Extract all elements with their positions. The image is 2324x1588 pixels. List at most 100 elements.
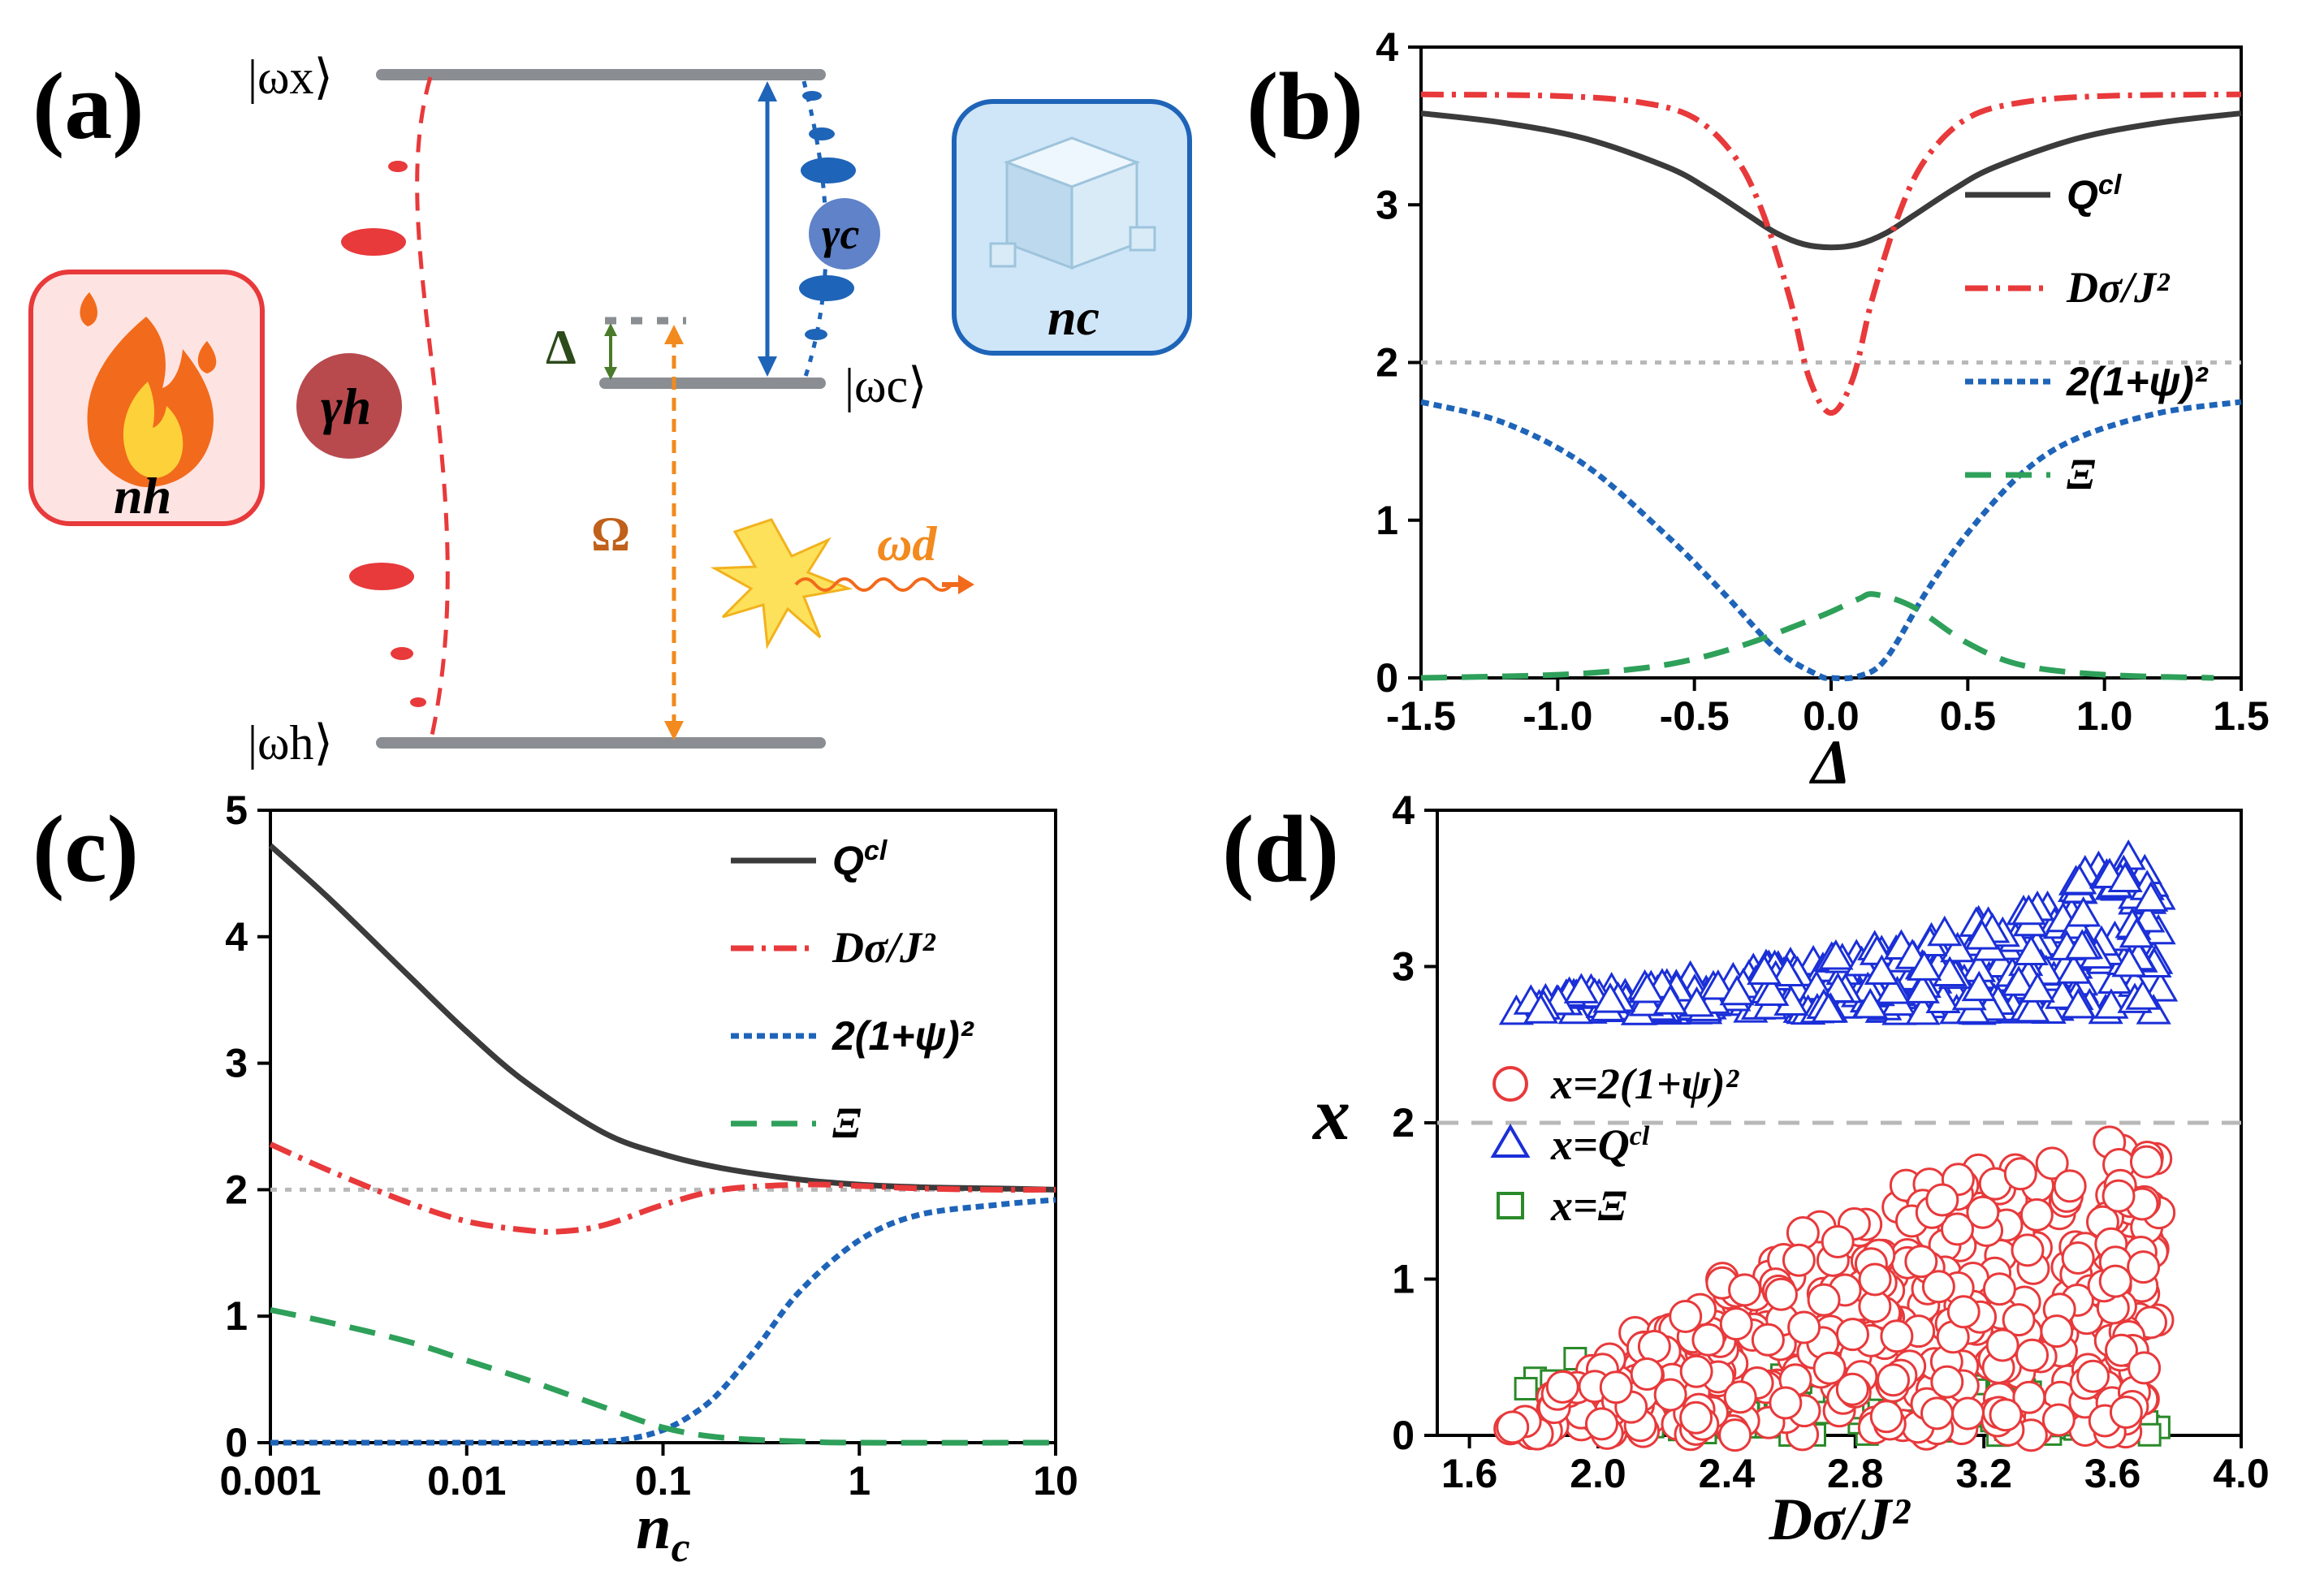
scatter-triangle (1927, 915, 1963, 947)
x-tick-label: 1.5 (2213, 693, 2270, 739)
cold-wave-blob (805, 329, 827, 340)
panel-d-chart: (d) 1.6 2.0 2.4 2.8 3.2 3.6 4.0 0 1 2 3 4 x=2(1+ψ)² x… (1222, 788, 2270, 1553)
x-tick-label: 2.0 (1570, 1451, 1626, 1496)
x-tick-label: 0.5 (1940, 693, 1997, 739)
series-line (1420, 591, 2214, 681)
hot-rate-label: γh (321, 378, 371, 435)
scatter-circle (2002, 1303, 2036, 1337)
scatter-triangle (2011, 894, 2046, 926)
x-tick-label: 1 (848, 1458, 870, 1504)
x-tick-label: 0.01 (427, 1458, 506, 1504)
legend-label: Qcl (832, 835, 888, 883)
panel-label-a: (a) (32, 53, 145, 159)
y-tick-label: 4 (225, 914, 248, 960)
x-tick-label: 0.1 (635, 1458, 692, 1504)
x-tick-label: 3.2 (1955, 1451, 2012, 1496)
scatter-triangle (2107, 861, 2143, 893)
scatter-circle (2003, 1157, 2037, 1191)
scatter-circle (2015, 1338, 2050, 1372)
scatter-triangle (2133, 881, 2169, 912)
panel-label-c: (c) (32, 796, 139, 902)
scatter-circle (1787, 1310, 1821, 1344)
y-tick-label: 3 (1376, 182, 1398, 227)
scatter-circle (1812, 1351, 1847, 1385)
panel-label-b: (b) (1246, 53, 1363, 159)
scatter-circle (2127, 1250, 2161, 1284)
ice-cube-icon (989, 136, 1156, 270)
scatter-square (2137, 1422, 2162, 1447)
cold-wave-blob (809, 127, 835, 140)
scatter-circle (2104, 1333, 2138, 1367)
legend-label: Qcl (2067, 170, 2123, 218)
scatter-circle (1669, 1299, 1703, 1333)
panel-c-plot-area: 0.001 0.01 0.1 1 10 0 1 2 3 4 5 Qcl Dσ/J² 2(1+ψ)² Ξnc (219, 788, 1078, 1571)
scatter-circle (1877, 1363, 1911, 1397)
cold-wave-blob (801, 158, 856, 183)
series-line (1420, 110, 2242, 251)
scatter-circle (1966, 1195, 2000, 1229)
legend-label: 2(1+ψ)² (832, 1013, 974, 1059)
panel-a-diagram: (a) |ωx⟩ |ωc⟩ |ωh⟩ γh nh (28, 50, 1192, 770)
scatter-triangle (2062, 863, 2097, 895)
scatter-triangle (1961, 970, 1997, 1002)
arrow-head-down (604, 367, 617, 380)
scatter-circle (1764, 1277, 1798, 1311)
scatter-circle (2019, 1197, 2054, 1232)
scatter-triangle (2097, 963, 2132, 994)
series-line (1420, 399, 2242, 682)
scatter-triangle (2015, 991, 2050, 1023)
arrow-head-up (664, 325, 684, 344)
legend-label: Dσ/J² (832, 923, 936, 972)
laser-burst-icon (710, 518, 974, 649)
scatter-triangle (1818, 939, 1854, 970)
scatter-triangle (2066, 896, 2102, 927)
scatter-circle (1925, 1183, 1959, 1217)
scatter-triangle (1932, 956, 1968, 986)
x-tick-label: 4.0 (2213, 1451, 2270, 1496)
scatter-circle (1835, 1318, 1869, 1352)
scatter-triangle (1629, 973, 1665, 1003)
y-tick-label: 1 (1392, 1257, 1415, 1302)
scatter-circle (1880, 1319, 1914, 1353)
x-axis-title: Dσ/J² (1768, 1487, 1911, 1553)
y-tick-label: 0 (1392, 1413, 1415, 1458)
scatter-triangle (1940, 931, 1976, 963)
scatter-triangle (2119, 917, 2154, 948)
scatter-triangle (2064, 929, 2100, 960)
scatter-triangle (2013, 934, 2049, 965)
hot-wave-blob (349, 563, 414, 590)
scatter-triangle (1875, 973, 1911, 1004)
hot-rate-ball (296, 353, 402, 459)
scatter-triangle (1754, 975, 1790, 1007)
x-tick-label: 3.6 (2084, 1451, 2141, 1496)
y-tick-label: 1 (1376, 498, 1398, 543)
scatter-circle (2098, 1264, 2132, 1298)
y-tick-label: 4 (1392, 788, 1415, 833)
x-tick-label: 2.8 (1827, 1451, 1884, 1496)
scatter-triangle (2019, 972, 2055, 1003)
scatter-triangle (1719, 974, 1755, 1006)
arrow-head-up (604, 323, 617, 336)
hot-wave-blob (410, 697, 426, 707)
y-tick-label: 0 (225, 1420, 248, 1465)
x-tick-label: 1.0 (2076, 693, 2133, 739)
scatter-circle (1786, 1216, 1820, 1250)
scatter-circle (1940, 1212, 1974, 1246)
legend-marker (1497, 1192, 1524, 1219)
scatter-triangle (1563, 973, 1599, 1003)
arrow-head-down (664, 721, 684, 740)
scatter-circle (2012, 1380, 2046, 1414)
x-tick-label: 1.6 (1441, 1451, 1498, 1496)
legend-label: Ξ (832, 1098, 862, 1147)
panel-d-plot-area: 1.6 2.0 2.4 2.8 3.2 3.6 4.0 0 1 2 3 4 x=2(1+ψ)² x=Qcl… (1311, 788, 2270, 1553)
hot-wave-blob (341, 228, 406, 256)
legend-label: x=2(1+ψ)² (1550, 1059, 1740, 1108)
scatter-triangle (2060, 987, 2096, 1019)
scatter-circle (1679, 1354, 1713, 1388)
scatter-circle (2035, 1146, 2069, 1180)
scatter-circle (1921, 1270, 1955, 1304)
scatter-circle (1599, 1370, 1633, 1405)
scatter-triangle (1523, 993, 1559, 1024)
scatter-circle (1807, 1283, 1841, 1317)
